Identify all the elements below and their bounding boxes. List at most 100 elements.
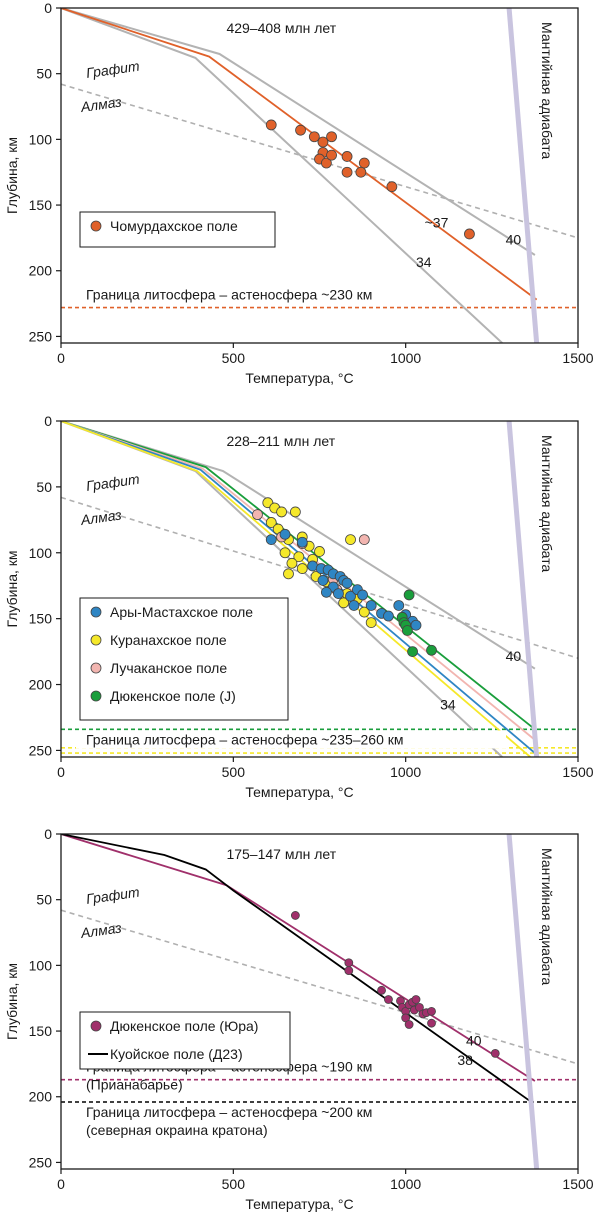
- lab-label-bg: [76, 730, 506, 749]
- mantle-adiabat-line: [506, 834, 540, 1169]
- data-point: [341, 577, 353, 589]
- legend-box: [79, 597, 289, 721]
- data-point: [410, 619, 422, 631]
- geotherm-label: ~37: [425, 214, 449, 230]
- lab2-label: Граница литосфера – астеносфера ~200 км: [86, 1104, 372, 1120]
- data-point: [276, 506, 287, 518]
- x-tick-label: 0: [57, 350, 65, 366]
- data-point: [341, 151, 353, 162]
- legend: Дюкенское поле (Юра) Куойское поле (Д23): [79, 1011, 291, 1070]
- x-tick-label: 500: [222, 1176, 246, 1192]
- plot-area: [61, 8, 578, 343]
- adiabat-label: Мантийная адиабата: [539, 22, 555, 159]
- chart-title: 429–408 млн лет: [226, 20, 336, 36]
- legend: Ары-Мастахское поле Куранахское поле Лучак…: [79, 597, 289, 721]
- legend-label: Лучаканское поле: [110, 660, 227, 676]
- plot-area: [61, 834, 578, 1169]
- data-point: [407, 646, 418, 657]
- y-tick-label: 50: [36, 66, 52, 82]
- data-point: [345, 590, 356, 602]
- data-point: [358, 157, 370, 169]
- x-tick-label: 0: [57, 764, 65, 780]
- data-point: [286, 557, 298, 569]
- y-tick-label: 150: [29, 197, 53, 213]
- geotherm-label: 40: [506, 231, 522, 247]
- data-point: [365, 617, 377, 628]
- mantle-adiabat-line: [506, 421, 540, 757]
- y-tick-label: 150: [29, 1023, 53, 1039]
- y-tick-label: 50: [36, 892, 52, 908]
- data-point: [358, 606, 370, 618]
- geotherm-label: 34: [440, 697, 456, 713]
- data-point: [464, 228, 475, 240]
- y-tick-label: 100: [29, 957, 53, 973]
- plot-area: [61, 421, 578, 757]
- y-tick-label: 250: [29, 1154, 53, 1170]
- legend-label: Чомурдахское поле: [110, 218, 238, 234]
- y-tick-label: 150: [29, 611, 53, 627]
- data-point: [326, 149, 337, 161]
- data-point: [293, 551, 305, 563]
- data-point: [377, 985, 386, 995]
- x-tick-label: 500: [222, 350, 246, 366]
- data-point: [265, 534, 277, 545]
- legend-box: [79, 211, 276, 248]
- x-axis-label: Температура, °С: [245, 784, 353, 800]
- legend-marker: [90, 1020, 102, 1032]
- x-axis-label: Температура, °С: [245, 1196, 353, 1212]
- data-point: [427, 1018, 436, 1028]
- x-tick-label: 500: [222, 764, 246, 780]
- data-point: [320, 157, 332, 169]
- diamond-label: Алмаз: [79, 506, 123, 528]
- data-point: [308, 131, 320, 143]
- data-point: [344, 966, 354, 976]
- y-tick-label: 200: [29, 1089, 53, 1105]
- data-point: [296, 563, 308, 574]
- y-axis-label: Глубина, км: [4, 550, 20, 627]
- legend-label: Ары-Мастахское поле: [110, 604, 253, 620]
- lab2-sub-label: (северная окраина кратона): [86, 1122, 268, 1138]
- x-axis-label: Температура, °С: [245, 370, 353, 386]
- y-axis-label: Глубина, км: [4, 137, 20, 214]
- lab-label: Граница литосфера – астеносфера ~230 км: [86, 287, 372, 303]
- series-geotherm-2: [61, 834, 534, 1105]
- chart-title: 175–147 млн лет: [226, 846, 336, 862]
- data-point: [333, 588, 344, 600]
- data-point: [314, 546, 325, 557]
- data-point: [348, 600, 360, 611]
- axes-frame: [60, 420, 579, 758]
- data-point: [426, 644, 437, 656]
- legend-box: [79, 1011, 291, 1070]
- legend: Чомурдахское поле: [79, 211, 276, 248]
- y-axis-label: Глубина, км: [4, 963, 20, 1040]
- data-point: [317, 575, 329, 586]
- mantle-adiabat-line: [506, 8, 540, 343]
- y-tick-label: 100: [29, 545, 53, 561]
- data-point: [265, 119, 277, 131]
- series-geotherm-3: [61, 8, 538, 301]
- x-tick-label: 1500: [562, 764, 593, 780]
- legend-marker: [90, 690, 102, 702]
- axes-frame: [60, 7, 579, 344]
- data-point: [384, 995, 393, 1004]
- series-geotherm-6: [61, 421, 532, 757]
- geotherm-label: 34: [416, 254, 432, 270]
- data-point: [341, 166, 353, 178]
- y-tick-label: 250: [29, 328, 53, 344]
- y-tick-label: 50: [36, 479, 52, 495]
- x-tick-label: 1500: [562, 350, 593, 366]
- data-point: [345, 534, 356, 545]
- y-tick-label: 0: [44, 413, 52, 429]
- data-point: [290, 911, 300, 920]
- legend-label: Куойское поле (Д23): [110, 1046, 243, 1062]
- geotherm-label: 38: [457, 1052, 473, 1068]
- data-point: [265, 517, 277, 528]
- chart-panel-1: 0 500 1000 1500 0 50 100 150 200 250 Температура, …: [4, 0, 594, 386]
- data-point: [386, 181, 398, 193]
- data-point: [355, 166, 367, 178]
- x-tick-label: 1000: [390, 350, 421, 366]
- diamond-label: Алмаз: [79, 919, 123, 941]
- data-point: [365, 600, 377, 611]
- data-point: [252, 509, 263, 520]
